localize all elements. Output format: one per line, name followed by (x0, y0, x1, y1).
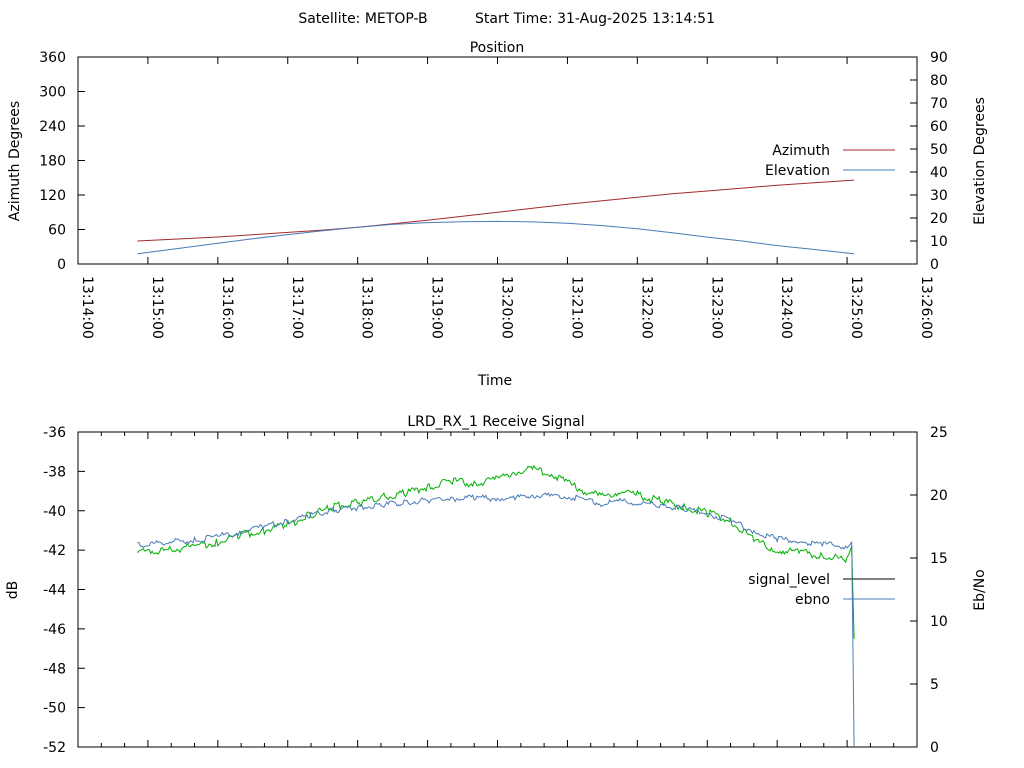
position-y2tick-label: 40 (930, 165, 948, 181)
position-series-elevation (137, 220, 855, 255)
signal-chart: LRD_RX_1 Receive Signal dB Eb/No -52 -50 -… (5, 414, 988, 756)
position-xtick-label: 13:19:00 (429, 276, 445, 339)
signal-ytick-label: -52 (43, 740, 66, 756)
signal-ytick-label: -42 (43, 543, 66, 559)
signal-y2tick-label: 10 (930, 614, 948, 630)
position-plot-frame (77, 56, 918, 265)
signal-plot-frame (77, 431, 918, 748)
signal-chart-title: LRD_RX_1 Receive Signal (407, 414, 584, 430)
signal-ytick-label: -38 (43, 464, 66, 480)
position-legend-label-elevation: Elevation (765, 163, 830, 179)
signal-ytick-label: -44 (43, 583, 66, 599)
position-xtick-label: 13:20:00 (499, 276, 515, 339)
position-y2tick-label: 50 (930, 142, 948, 158)
signal-y2tick-label: 0 (930, 740, 939, 756)
signal-y2tick-label: 25 (930, 425, 948, 441)
position-xtick-label: 13:15:00 (149, 276, 165, 339)
signal-legend-label-ebno: ebno (795, 592, 830, 608)
signal-ytick-label: -50 (43, 701, 66, 717)
position-ytick-label: 360 (39, 50, 66, 66)
signal-series-signal-level (137, 464, 855, 639)
position-xtick-label: 13:17:00 (289, 276, 305, 339)
satellite-label: Satellite: METOP-B (298, 11, 427, 27)
signal-legend-label-signal-level: signal_level (748, 572, 830, 588)
position-y2tick-label: 70 (930, 96, 948, 112)
position-xtick-label: 13:22:00 (638, 276, 654, 339)
signal-ytick-label: -40 (43, 504, 66, 520)
position-y2tick-label: 30 (930, 188, 948, 204)
position-y2tick-label: 80 (930, 73, 948, 89)
position-xtick-label: 13:16:00 (219, 276, 235, 339)
position-xtick-label: 13:26:00 (918, 276, 934, 339)
signal-y2tick-label: 20 (930, 488, 948, 504)
position-series-azimuth (137, 179, 855, 242)
position-legend-label-azimuth: Azimuth (772, 143, 830, 159)
position-y2tick-label: 20 (930, 211, 948, 227)
position-xtick-label: 13:24:00 (778, 276, 794, 339)
position-y2tick-label: 90 (930, 50, 948, 66)
position-chart-title: Position (470, 40, 525, 56)
position-y2tick-label: 10 (930, 234, 948, 250)
position-chart-ylabel: Azimuth Degrees (7, 101, 23, 221)
signal-y2tick-label: 15 (930, 551, 948, 567)
position-xtick-label: 13:21:00 (568, 276, 584, 339)
position-chart: Position Azimuth Degrees Elevation Degre… (7, 40, 988, 389)
position-y2tick-label: 0 (930, 257, 939, 273)
position-xtick-label: 13:25:00 (848, 276, 864, 339)
signal-chart-y2label: Eb/No (972, 569, 988, 611)
signal-y2tick-label: 5 (930, 677, 939, 693)
position-xtick-label: 13:23:00 (708, 276, 724, 339)
position-ytick-label: 60 (48, 223, 66, 239)
position-xtick-label: 13:14:00 (79, 276, 95, 339)
position-ytick-label: 300 (39, 85, 66, 101)
position-xtick-label: 13:18:00 (359, 276, 375, 339)
signal-chart-ylabel: dB (5, 581, 21, 600)
position-ytick-label: 240 (39, 119, 66, 135)
position-ytick-label: 120 (39, 188, 66, 204)
position-chart-xlabel: Time (477, 373, 512, 389)
position-chart-y2label: Elevation Degrees (972, 97, 988, 225)
position-ytick-label: 0 (57, 257, 66, 273)
signal-ytick-label: -48 (43, 661, 66, 677)
signal-ytick-label: -36 (43, 425, 66, 441)
start-time-label: Start Time: 31-Aug-2025 13:14:51 (475, 11, 715, 27)
position-ytick-label: 180 (39, 154, 66, 170)
signal-ytick-label: -46 (43, 622, 66, 638)
signal-series-ebno (137, 492, 855, 748)
position-y2tick-label: 60 (930, 119, 948, 135)
